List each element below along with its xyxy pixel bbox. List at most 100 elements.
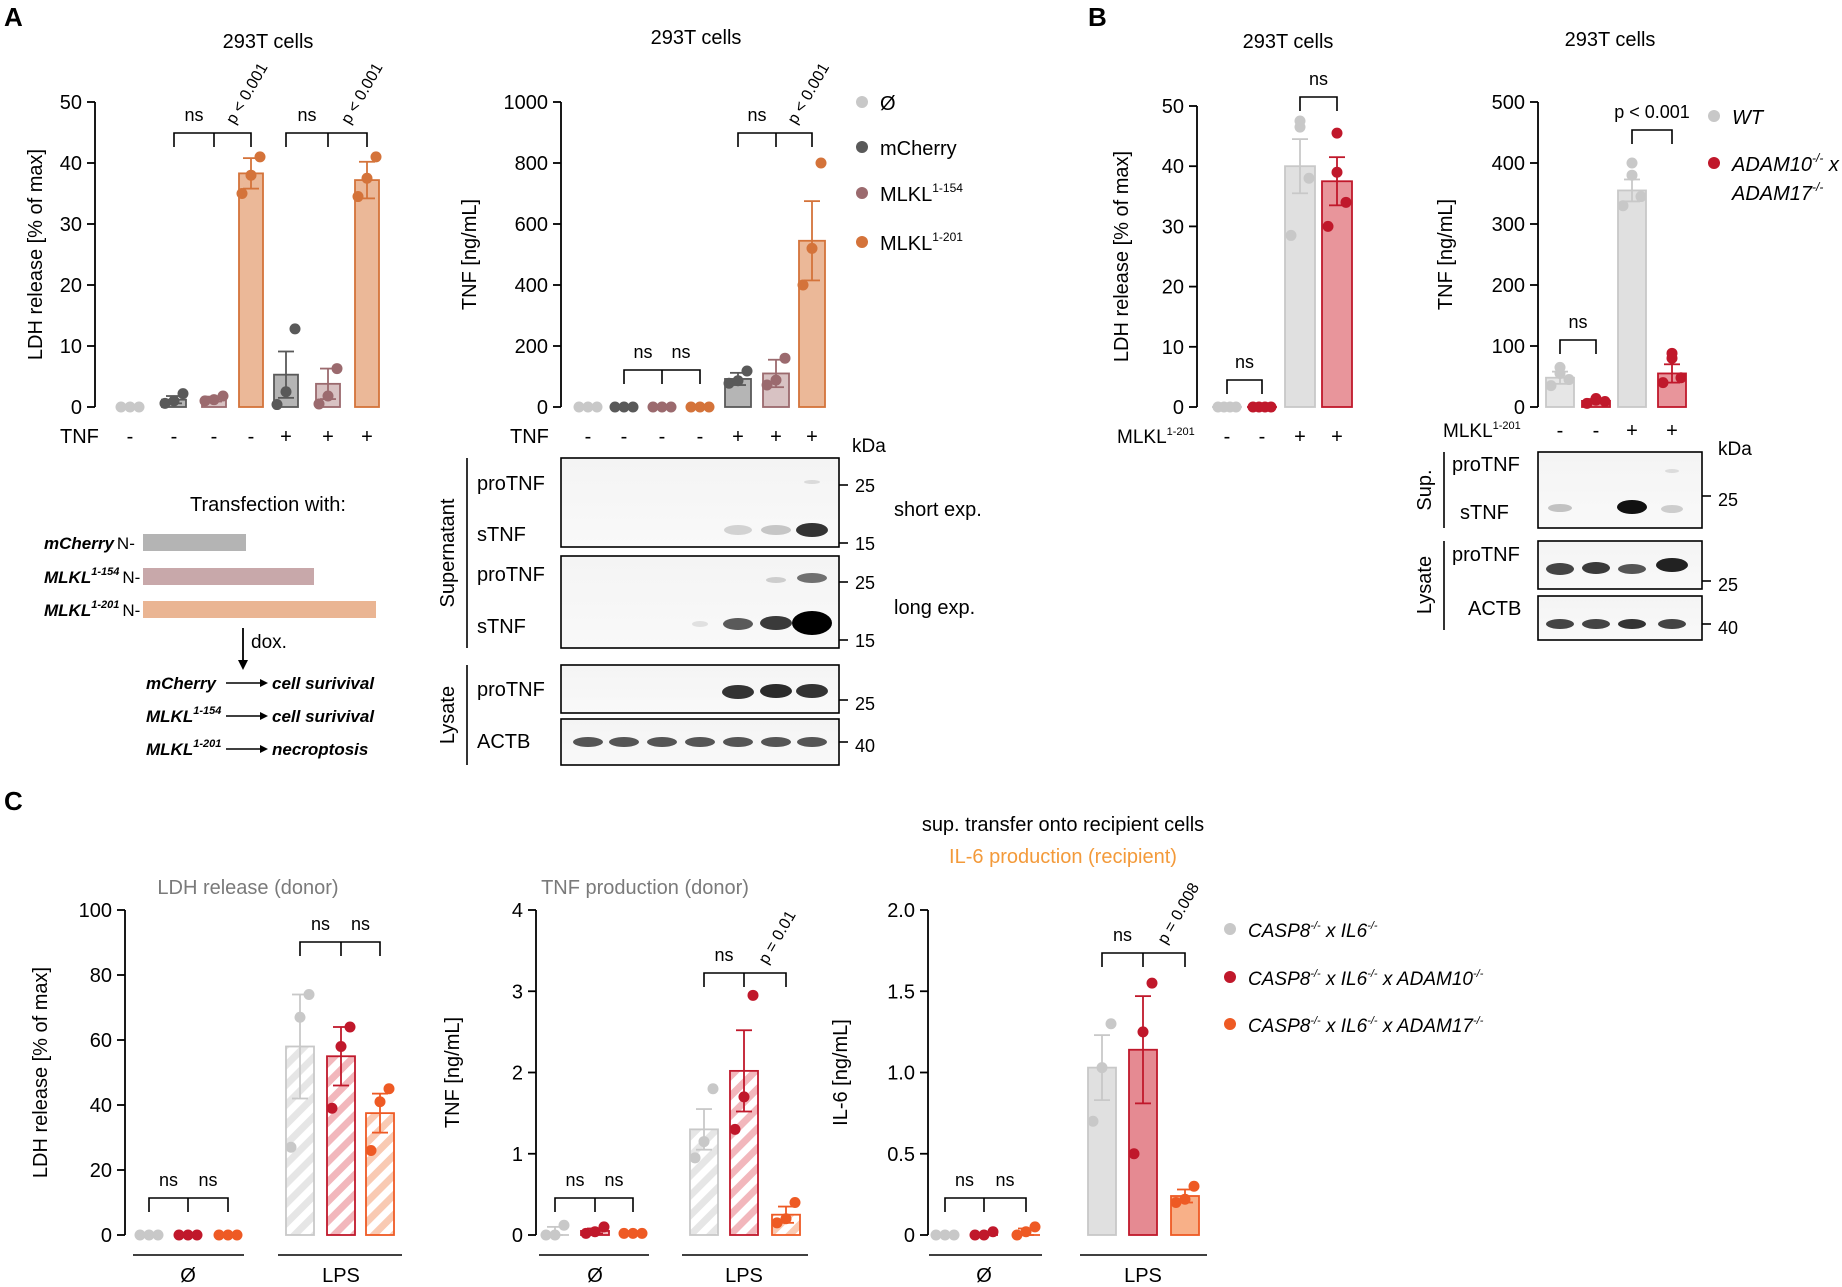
chart-title: 293T cells [1243,31,1334,53]
data-point [1666,347,1678,359]
data-point [1331,166,1343,178]
data-point [647,401,659,413]
data-point [747,989,759,1001]
data-point [159,397,171,409]
stat-label: p < 0.001 [223,60,271,127]
construct-2-name-base: MLKL [44,568,91,587]
legend-a-label-2: mCherry [880,138,957,160]
stat-label: ns [565,1170,584,1190]
data-point [761,379,773,391]
bar [1321,180,1353,408]
blot-a-protnf-3: proTNF [477,679,545,701]
chart-a-ldh: 293T cells 0 10 20 30 40 50 LDH release [% of m… [25,31,387,448]
legend-c-label-3: CASP8-/- x IL6-/- x ADAM17-/- [1248,1015,1484,1037]
row-label: MLKL1-201 [1117,426,1195,448]
bar [354,179,380,408]
data-point [540,1229,552,1241]
data-point [124,401,136,413]
legend-c-3-c-sup: -/- [1473,1015,1484,1027]
chart-b-tnf: 293T cells 0 100 200 300 400 500 TNF [ng/mL] MLK… [1435,29,1690,442]
legend-a-label-1: Ø [880,93,896,115]
data-point [361,172,373,184]
data-point [1020,1226,1032,1238]
dox-arrow-head [238,660,248,670]
construct-3-name: MLKL1-201 N- [44,599,140,620]
y-axis-label: IL-6 [ng/mL] [830,1019,852,1126]
data-point [1545,380,1557,392]
data-point [707,1083,719,1095]
blot-b-protnf-2: proTNF [1452,544,1520,566]
blot-a-long-exp: long exp. [894,597,975,619]
data-point [280,386,292,398]
data-point [1581,397,1593,409]
blot-a-stnf-2: sTNF [477,616,526,638]
stat-label: ns [297,105,316,125]
data-point [780,1213,792,1225]
data-point [1626,169,1638,181]
y-tick-label: 500 [1492,92,1525,114]
band-b-actb-1 [1546,619,1574,629]
y-tick-label: 0 [537,397,548,419]
data-point [741,365,753,377]
data-point [573,401,585,413]
group-label: LPS [1124,1265,1162,1287]
legend-c-3-b-sup: -/- [1367,1015,1378,1027]
y-tick-label: 0 [512,1225,523,1247]
legend-a-label-4-base: MLKL [880,233,932,255]
construct-2-bar [143,568,314,585]
legend-b-dko-line2: ADAM17-/- [1731,180,1823,205]
data-point [213,1229,225,1241]
stat-bracket [285,132,368,147]
data-point [1331,127,1343,139]
y-tick-label: 200 [1492,275,1525,297]
data-point [271,399,283,411]
y-tick-label: 50 [1162,96,1184,118]
row-label-sup: 1-201 [1493,420,1521,432]
stat-bracket [148,1197,229,1212]
stat-bracket [623,369,701,384]
condition-sign: + [1626,420,1638,442]
chart-c-il6: 0 0.5 1.0 1.5 2.0 IL-6 [ng/mL] ns ns ns p = 0.008… [830,880,1207,1287]
data-point [1599,396,1611,408]
data-point [173,1229,185,1241]
band-b-actb-3 [1618,619,1646,629]
band-actb-a-3 [647,737,677,747]
stat-label: p = 0.01 [756,908,800,967]
data-point [732,375,744,387]
stat-bracket [1226,379,1263,394]
data-point [1128,1148,1140,1160]
data-point [1105,1018,1117,1030]
row-label: MLKL1-201 [1443,420,1521,442]
data-point [580,1227,592,1239]
data-point [208,394,220,406]
legend-c-1-a-sup: -/- [1310,920,1321,932]
data-point [254,151,266,163]
condition-sign: - [171,426,178,448]
y-tick-label: 0 [904,1225,915,1247]
group-label: LPS [322,1265,360,1287]
legend-b-dot-dko [1708,157,1720,169]
data-point [703,401,715,413]
data-point [723,377,735,389]
blot-a-short-exp: short exp. [894,499,982,521]
data-point [134,1229,146,1241]
data-point [1340,196,1352,208]
data-point [1563,374,1575,386]
data-point [236,188,248,199]
chart-title: TNF production (donor) [541,877,749,899]
legend-a-dot-4 [856,236,868,248]
y-tick-label: 100 [79,900,112,922]
legend-c-2-b: x IL6 [1321,969,1368,990]
band-short-stnf-5 [724,525,752,535]
data-point [969,1229,981,1241]
data-point [797,279,809,291]
condition-sign: - [127,426,134,448]
y-tick-label: 1000 [504,92,549,114]
condition-sign: + [322,426,334,448]
data-point [598,1221,610,1233]
data-point [1096,1062,1108,1074]
legend-c-3-a: CASP8 [1248,1016,1311,1037]
data-point [806,242,818,254]
y-tick-label: 1.0 [887,1063,915,1085]
y-tick-label: 100 [1492,336,1525,358]
